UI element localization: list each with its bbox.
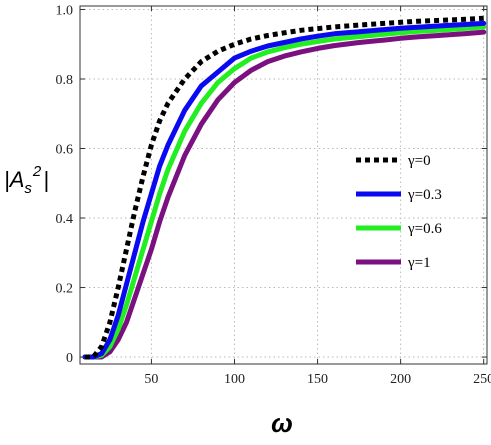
x-tick-label: 100 xyxy=(224,372,245,387)
axes xyxy=(79,5,488,365)
y-tick-label: 0.6 xyxy=(56,143,74,158)
y-axis-label-main: |A xyxy=(4,167,24,192)
legend-label: γ=0 xyxy=(407,153,431,169)
plot-lines xyxy=(82,15,487,360)
series-line-0 xyxy=(85,15,484,360)
series-line-2 xyxy=(82,24,487,360)
y-axis-label-sub: s xyxy=(24,180,32,197)
y-tick-label: 0 xyxy=(66,351,73,366)
grid xyxy=(80,6,487,364)
x-tick-label: 200 xyxy=(390,372,411,387)
x-tick-label: 150 xyxy=(307,372,328,387)
y-axis-label-end: | xyxy=(43,167,49,192)
x-tick-label: 50 xyxy=(144,372,158,387)
plot-frame xyxy=(79,5,488,365)
series-line-1 xyxy=(82,20,487,360)
y-tick-label: 0.4 xyxy=(56,212,74,227)
x-axis-label: ω xyxy=(271,408,293,438)
y-tick-label: 1.0 xyxy=(56,3,74,18)
series-line-3 xyxy=(82,29,487,360)
legend: γ=0 γ=0.3 γ=0.6 γ=1 xyxy=(356,153,442,271)
legend-label: γ=1 xyxy=(407,255,431,271)
ticks: 50 100 150 200 250 0 0.2 0.4 0.6 0.8 1.0 xyxy=(56,3,491,387)
x-tick-label: 250 xyxy=(473,372,491,387)
y-axis-label-sup: 2 xyxy=(32,163,42,180)
y-tick-label: 0.8 xyxy=(56,73,74,88)
legend-label: γ=0.3 xyxy=(407,187,442,203)
y-axis-label: |As2| xyxy=(4,163,49,197)
y-tick-label: 0.2 xyxy=(56,282,74,297)
legend-label: γ=0.6 xyxy=(407,221,442,237)
